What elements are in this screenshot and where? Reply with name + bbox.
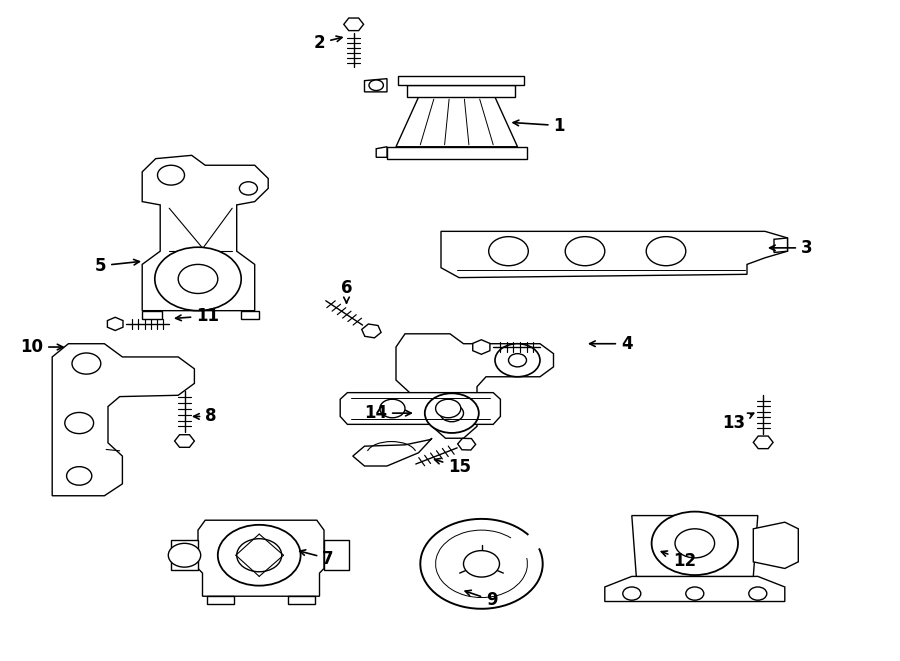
Polygon shape [175, 435, 194, 447]
Circle shape [686, 587, 704, 600]
Polygon shape [142, 155, 268, 311]
Circle shape [489, 237, 528, 266]
Polygon shape [207, 596, 234, 604]
Circle shape [436, 399, 461, 418]
Polygon shape [362, 324, 381, 338]
Text: 8: 8 [194, 407, 217, 426]
Circle shape [65, 412, 94, 434]
Circle shape [623, 587, 641, 600]
Polygon shape [472, 340, 490, 354]
Polygon shape [198, 520, 324, 596]
Polygon shape [632, 516, 758, 576]
Polygon shape [142, 311, 162, 319]
Polygon shape [353, 438, 432, 466]
Text: 11: 11 [176, 307, 220, 325]
Circle shape [67, 467, 92, 485]
Text: 13: 13 [722, 413, 753, 432]
Polygon shape [288, 596, 315, 604]
Polygon shape [387, 147, 526, 159]
Circle shape [158, 165, 184, 185]
Polygon shape [396, 97, 518, 147]
Polygon shape [753, 522, 798, 568]
Text: 10: 10 [20, 338, 63, 356]
Circle shape [218, 525, 301, 586]
Circle shape [72, 353, 101, 374]
Text: 5: 5 [94, 256, 140, 275]
Circle shape [237, 539, 282, 572]
Text: 15: 15 [435, 458, 472, 477]
Circle shape [239, 182, 257, 195]
Text: 4: 4 [590, 334, 633, 353]
Polygon shape [340, 393, 500, 424]
Circle shape [369, 80, 383, 91]
Circle shape [495, 344, 540, 377]
Polygon shape [324, 540, 349, 570]
Text: 9: 9 [465, 590, 498, 609]
Text: 2: 2 [314, 34, 342, 52]
Circle shape [155, 247, 241, 311]
Text: 6: 6 [341, 278, 352, 303]
Polygon shape [396, 334, 554, 438]
Circle shape [178, 264, 218, 293]
Polygon shape [107, 317, 123, 330]
Text: 7: 7 [300, 549, 334, 568]
Circle shape [440, 405, 464, 422]
Circle shape [652, 512, 738, 575]
Polygon shape [774, 238, 788, 253]
Polygon shape [344, 18, 364, 30]
Polygon shape [376, 147, 387, 157]
Circle shape [464, 551, 500, 577]
Circle shape [168, 543, 201, 567]
Polygon shape [458, 438, 476, 450]
Polygon shape [398, 76, 524, 85]
Polygon shape [52, 344, 194, 496]
Text: 1: 1 [513, 116, 565, 135]
Polygon shape [171, 540, 198, 570]
Polygon shape [753, 436, 773, 449]
Polygon shape [407, 85, 515, 97]
Circle shape [425, 393, 479, 433]
Text: 3: 3 [770, 239, 813, 257]
Text: 12: 12 [662, 551, 697, 570]
Polygon shape [605, 576, 785, 602]
Circle shape [380, 399, 405, 418]
Circle shape [646, 237, 686, 266]
Polygon shape [441, 231, 788, 278]
Circle shape [508, 354, 526, 367]
Circle shape [565, 237, 605, 266]
Polygon shape [241, 311, 259, 319]
Polygon shape [364, 79, 387, 92]
Circle shape [675, 529, 715, 558]
Circle shape [749, 587, 767, 600]
Text: 14: 14 [364, 404, 411, 422]
